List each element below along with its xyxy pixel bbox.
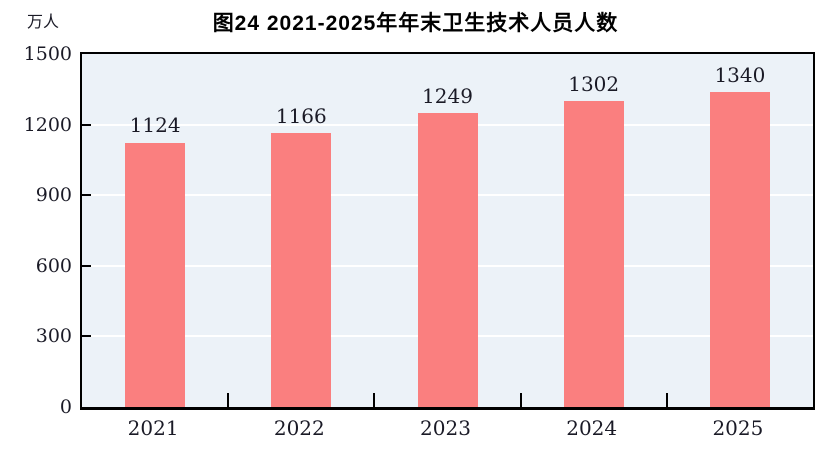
x-axis-tick-mark xyxy=(519,393,522,407)
bar-2022 xyxy=(271,132,332,407)
bar-2021 xyxy=(125,142,186,407)
bar-2023 xyxy=(417,113,478,407)
plot-area: 1124 1166 1249 1302 1340 xyxy=(80,52,815,410)
x-tick-label-2025: 2025 xyxy=(712,416,764,440)
y-tick-label-900: 900 xyxy=(35,184,72,207)
bar-value-label-2022: 1166 xyxy=(275,103,327,128)
bar-value-label-2025: 1340 xyxy=(714,62,766,87)
x-axis-tick-mark xyxy=(227,393,230,407)
y-axis-unit-label: 万人 xyxy=(27,12,60,31)
y-axis-tick-mark xyxy=(82,123,91,126)
bar-2024 xyxy=(563,100,624,407)
x-tick-label-2024: 2024 xyxy=(566,416,618,440)
y-axis-tick-mark xyxy=(82,194,91,197)
x-tick-label-2021: 2021 xyxy=(127,416,179,440)
y-tick-label-300: 300 xyxy=(35,325,72,348)
x-tick-label-2022: 2022 xyxy=(273,416,325,440)
x-axis-tick-mark xyxy=(373,393,376,407)
y-tick-label-0: 0 xyxy=(59,396,72,418)
y-tick-label-1200: 1200 xyxy=(23,113,72,136)
bar-2025 xyxy=(709,91,770,407)
y-tick-label-1500: 1500 xyxy=(23,43,72,65)
y-axis-tick-mark xyxy=(82,335,91,338)
x-tick-label-2023: 2023 xyxy=(420,416,471,440)
y-tick-label-600: 600 xyxy=(35,254,72,277)
bar-value-label-2023: 1249 xyxy=(422,84,473,109)
bar-value-label-2024: 1302 xyxy=(568,71,620,96)
bar-value-label-2021: 1124 xyxy=(129,113,181,138)
y-axis-tick-mark xyxy=(82,264,91,267)
x-axis-tick-mark xyxy=(665,393,668,407)
chart-title: 图24 2021-2025年年末卫生技术人员人数 xyxy=(212,12,619,35)
